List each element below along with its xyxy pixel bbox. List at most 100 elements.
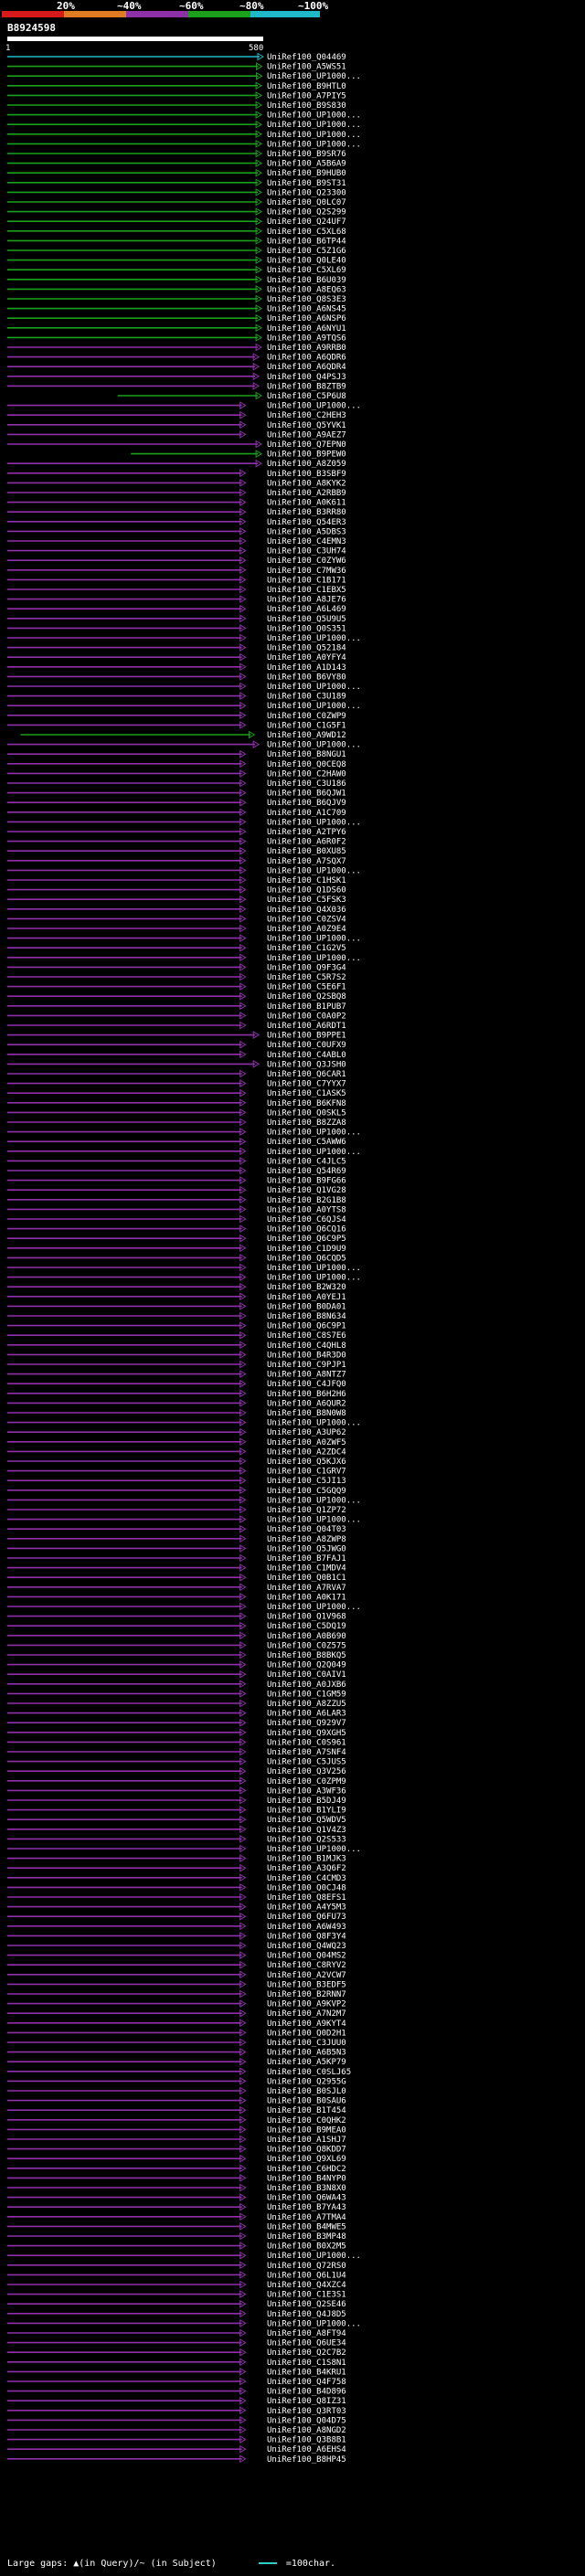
hit-label[interactable]: UniRef100_B2G1B8: [267, 1196, 346, 1205]
hit-label[interactable]: UniRef100_A8Z059: [267, 460, 346, 469]
hit-label[interactable]: UniRef100_B8ZTB9: [267, 382, 346, 391]
hit-label[interactable]: UniRef100_Q8S3E3: [267, 295, 346, 304]
hit-label[interactable]: UniRef100_C2HAW0: [267, 769, 346, 779]
hit-label[interactable]: UniRef100_C5XL69: [267, 266, 346, 275]
hit-label[interactable]: UniRef100_UP1000...: [267, 866, 361, 875]
hit-label[interactable]: UniRef100_UP1000...: [267, 1603, 361, 1612]
hit-label[interactable]: UniRef100_A6B5N3: [267, 2049, 346, 2058]
hit-label[interactable]: UniRef100_UP1000...: [267, 1129, 361, 1138]
hit-label[interactable]: UniRef100_B9S830: [267, 101, 346, 111]
hit-label[interactable]: UniRef100_A6L469: [267, 605, 346, 614]
hit-label[interactable]: UniRef100_A8FT94: [267, 2329, 346, 2338]
hit-label[interactable]: UniRef100_C1ASK5: [267, 1089, 346, 1098]
hit-label[interactable]: UniRef100_Q04D75: [267, 2416, 346, 2425]
hit-label[interactable]: UniRef100_C8S7E6: [267, 1331, 346, 1341]
hit-label[interactable]: UniRef100_A1C709: [267, 809, 346, 818]
hit-label[interactable]: UniRef100_Q1VG28: [267, 1186, 346, 1195]
hit-label[interactable]: UniRef100_A7N2M7: [267, 2009, 346, 2019]
hit-label[interactable]: UniRef100_Q0B1C1: [267, 1574, 346, 1583]
hit-label[interactable]: UniRef100_UP1000...: [267, 121, 361, 130]
hit-label[interactable]: UniRef100_Q5WDV5: [267, 1816, 346, 1825]
hit-label[interactable]: UniRef100_C5XL68: [267, 228, 346, 237]
hit-label[interactable]: UniRef100_C4ABL0: [267, 1051, 346, 1060]
hit-label[interactable]: UniRef100_UP1000...: [267, 1516, 361, 1525]
hit-label[interactable]: UniRef100_A0YEJ1: [267, 1293, 346, 1302]
hit-label[interactable]: UniRef100_C4CMD3: [267, 1874, 346, 1883]
hit-label[interactable]: UniRef100_Q6UE34: [267, 2339, 346, 2348]
hit-label[interactable]: UniRef100_Q8F3Y4: [267, 1932, 346, 1941]
hit-label[interactable]: UniRef100_B2RNN7: [267, 1990, 346, 1999]
hit-label[interactable]: UniRef100_Q0SKL5: [267, 1108, 346, 1118]
hit-label[interactable]: UniRef100_C4JLC5: [267, 1157, 346, 1166]
hit-label[interactable]: UniRef100_Q3B8B1: [267, 2436, 346, 2445]
hit-label[interactable]: UniRef100_Q2S299: [267, 208, 346, 217]
hit-label[interactable]: UniRef100_C6HDC2: [267, 2165, 346, 2174]
hit-label[interactable]: UniRef100_B9PEW0: [267, 451, 346, 460]
hit-label[interactable]: UniRef100_A2TPY6: [267, 828, 346, 837]
hit-label[interactable]: UniRef100_A7SNF4: [267, 1748, 346, 1757]
hit-label[interactable]: UniRef100_A8EQ63: [267, 285, 346, 294]
hit-label[interactable]: UniRef100_Q54ER3: [267, 518, 346, 527]
hit-label[interactable]: UniRef100_C1GRV7: [267, 1468, 346, 1477]
hit-label[interactable]: UniRef100_A7PIY5: [267, 91, 346, 101]
hit-label[interactable]: UniRef100_C0S961: [267, 1738, 346, 1747]
hit-label[interactable]: UniRef100_C5E6F1: [267, 983, 346, 992]
hit-label[interactable]: UniRef100_A6RDT1: [267, 1022, 346, 1031]
hit-label[interactable]: UniRef100_A9RRB0: [267, 344, 346, 353]
hit-label[interactable]: UniRef100_C6QJS4: [267, 1215, 346, 1224]
hit-label[interactable]: UniRef100_UP1000...: [267, 131, 361, 140]
hit-label[interactable]: UniRef100_UP1000...: [267, 1845, 361, 1854]
hit-label[interactable]: UniRef100_A0B690: [267, 1632, 346, 1641]
hit-label[interactable]: UniRef100_Q54R69: [267, 1167, 346, 1176]
hit-label[interactable]: UniRef100_C5P6U8: [267, 392, 346, 401]
hit-label[interactable]: UniRef100_B0XU85: [267, 847, 346, 856]
hit-label[interactable]: UniRef100_B0DA01: [267, 1302, 346, 1311]
hit-label[interactable]: UniRef100_A8ZWP8: [267, 1535, 346, 1544]
hit-label[interactable]: UniRef100_Q8EFS1: [267, 1893, 346, 1903]
hit-label[interactable]: UniRef100_Q04469: [267, 53, 346, 62]
hit-label[interactable]: UniRef100_B0X2M5: [267, 2242, 346, 2252]
hit-label[interactable]: UniRef100_A2VCW7: [267, 1971, 346, 1980]
hit-label[interactable]: UniRef100_A7SQX7: [267, 857, 346, 866]
hit-label[interactable]: UniRef100_Q6C9P1: [267, 1322, 346, 1331]
hit-label[interactable]: UniRef100_B6KFN8: [267, 1099, 346, 1108]
hit-label[interactable]: UniRef100_UP1000...: [267, 741, 361, 750]
hit-label[interactable]: UniRef100_A9TQS6: [267, 334, 346, 343]
hit-label[interactable]: UniRef100_C0AIV1: [267, 1670, 346, 1680]
hit-label[interactable]: UniRef100_UP1000...: [267, 402, 361, 411]
hit-label[interactable]: UniRef100_A6QDR4: [267, 363, 346, 372]
hit-label[interactable]: UniRef100_C0ZWP9: [267, 712, 346, 721]
hit-label[interactable]: UniRef100_C0A0P2: [267, 1012, 346, 1021]
hit-label[interactable]: UniRef100_C2HEH3: [267, 411, 346, 420]
hit-label[interactable]: UniRef100_UP1000...: [267, 2319, 361, 2328]
hit-label[interactable]: UniRef100_B6TP44: [267, 237, 346, 246]
hit-label[interactable]: UniRef100_Q0LE40: [267, 257, 346, 266]
hit-label[interactable]: UniRef100_A9AEZ7: [267, 430, 346, 440]
hit-label[interactable]: UniRef100_Q0LC07: [267, 198, 346, 207]
hit-label[interactable]: UniRef100_Q2955G: [267, 2077, 346, 2086]
hit-label[interactable]: UniRef100_B3SBF9: [267, 470, 346, 479]
hit-label[interactable]: UniRef100_Q8KDD7: [267, 2146, 346, 2155]
hit-label[interactable]: UniRef100_C0SLJ65: [267, 2068, 351, 2077]
hit-label[interactable]: UniRef100_B4MWE5: [267, 2222, 346, 2231]
hit-label[interactable]: UniRef100_C1EBX5: [267, 586, 346, 595]
hit-label[interactable]: UniRef100_Q6CQD5: [267, 1254, 346, 1263]
hit-label[interactable]: UniRef100_C1HSK1: [267, 876, 346, 885]
hit-label[interactable]: UniRef100_Q2S533: [267, 1835, 346, 1844]
hit-label[interactable]: UniRef100_A4Y5M3: [267, 1903, 346, 1913]
hit-label[interactable]: UniRef100_A2ZDC4: [267, 1447, 346, 1457]
hit-label[interactable]: UniRef100_UP1000...: [267, 1148, 361, 1157]
hit-label[interactable]: UniRef100_Q6FU73: [267, 1913, 346, 1922]
hit-label[interactable]: UniRef100_B6VY80: [267, 673, 346, 682]
hit-label[interactable]: UniRef100_Q4J8D5: [267, 2310, 346, 2319]
hit-label[interactable]: UniRef100_B9HTL0: [267, 82, 346, 91]
hit-label[interactable]: UniRef100_A8NTZ7: [267, 1371, 346, 1380]
hit-label[interactable]: UniRef100_A0ZWF5: [267, 1438, 346, 1447]
hit-label[interactable]: UniRef100_A3WF36: [267, 1786, 346, 1796]
hit-label[interactable]: UniRef100_A0YFY4: [267, 653, 346, 663]
hit-label[interactable]: UniRef100_UP1000...: [267, 111, 361, 121]
hit-label[interactable]: UniRef100_C0UFX9: [267, 1041, 346, 1050]
hit-label[interactable]: UniRef100_Q2C7B2: [267, 2348, 346, 2358]
hit-label[interactable]: UniRef100_C5R7S2: [267, 973, 346, 982]
hit-label[interactable]: UniRef100_B8N634: [267, 1312, 346, 1321]
